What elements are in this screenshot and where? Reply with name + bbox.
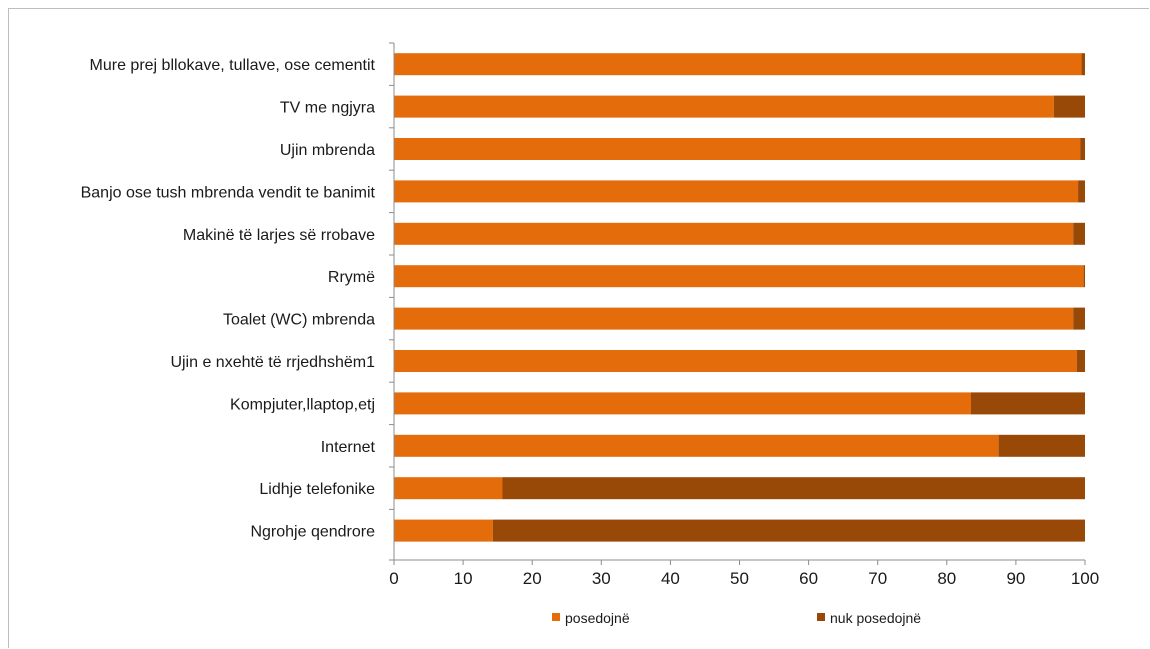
bar-nuk-posedojne-9 bbox=[998, 434, 1086, 457]
category-label-5: Rrymë bbox=[328, 269, 375, 286]
bar-nuk-posedojne-3 bbox=[1078, 180, 1085, 203]
bar-nuk-posedojne-5 bbox=[1083, 265, 1085, 288]
x-tick-label-5: 50 bbox=[730, 569, 749, 588]
x-tick-label-1: 10 bbox=[454, 569, 473, 588]
x-tick-label-3: 30 bbox=[592, 569, 611, 588]
x-tick-label-7: 70 bbox=[868, 569, 887, 588]
bar-posedojne-1 bbox=[394, 95, 1054, 118]
bar-posedojne-10 bbox=[394, 477, 503, 500]
bar-posedojne-3 bbox=[394, 180, 1079, 203]
category-label-11: Ngrohje qendrore bbox=[250, 524, 375, 541]
legend-label-nuk-posedojne: nuk posedojnë bbox=[830, 610, 921, 626]
legend: posedojnë nuk posedojnë bbox=[552, 610, 921, 626]
bar-nuk-posedojne-2 bbox=[1080, 138, 1085, 160]
category-label-6: Toalet (WC) mbrenda bbox=[223, 312, 375, 329]
bar-nuk-posedojne-0 bbox=[1081, 53, 1085, 76]
category-label-0: Mure prej bllokave, tullave, ose cementi… bbox=[90, 57, 376, 74]
x-tick-label-10: 100 bbox=[1071, 569, 1099, 588]
bar-nuk-posedojne-7 bbox=[1076, 350, 1085, 372]
bar-posedojne-5 bbox=[394, 265, 1084, 288]
x-tick-label-2: 20 bbox=[523, 569, 542, 588]
x-tick-label-8: 80 bbox=[937, 569, 956, 588]
bars-group bbox=[394, 53, 1086, 542]
category-label-8: Kompjuter,llaptop,etj bbox=[230, 396, 375, 413]
bar-nuk-posedojne-1 bbox=[1053, 95, 1085, 118]
category-label-2: Ujin mbrenda bbox=[280, 142, 375, 159]
bar-posedojne-7 bbox=[394, 350, 1077, 372]
bar-nuk-posedojne-6 bbox=[1073, 307, 1085, 330]
category-label-7: Ujin e nxehtë të rrjedhshëm1 bbox=[170, 354, 375, 371]
legend-swatch-posedojne bbox=[552, 613, 560, 621]
labels-group: Mure prej bllokave, tullave, ose cementi… bbox=[81, 57, 1100, 588]
bar-posedojne-6 bbox=[394, 307, 1074, 330]
bar-nuk-posedojne-11 bbox=[492, 519, 1085, 542]
legend-swatch-nuk-posedojne bbox=[817, 613, 825, 621]
bar-nuk-posedojne-4 bbox=[1073, 222, 1085, 245]
category-label-1: TV me ngjyra bbox=[280, 100, 375, 117]
axes-group bbox=[389, 42, 1086, 565]
category-label-10: Lidhje telefonike bbox=[259, 481, 375, 498]
x-tick-label-4: 40 bbox=[661, 569, 680, 588]
bar-posedojne-0 bbox=[394, 53, 1082, 76]
x-tick-label-0: 0 bbox=[389, 569, 398, 588]
bar-nuk-posedojne-8 bbox=[970, 392, 1085, 415]
bar-posedojne-9 bbox=[394, 434, 999, 457]
bar-posedojne-4 bbox=[394, 222, 1074, 245]
legend-label-posedojne: posedojnë bbox=[565, 610, 630, 626]
category-label-3: Banjo ose tush mbrenda vendit te banimit bbox=[81, 184, 376, 201]
bar-posedojne-2 bbox=[394, 138, 1081, 160]
category-label-9: Internet bbox=[321, 439, 376, 456]
chart-frame bbox=[8, 8, 1149, 648]
x-tick-label-6: 60 bbox=[799, 569, 818, 588]
bar-posedojne-11 bbox=[394, 519, 493, 542]
x-tick-label-9: 90 bbox=[1006, 569, 1025, 588]
bar-posedojne-8 bbox=[394, 392, 971, 415]
category-label-4: Makinë të larjes së rrobave bbox=[183, 227, 375, 244]
bar-nuk-posedojne-10 bbox=[502, 477, 1085, 500]
